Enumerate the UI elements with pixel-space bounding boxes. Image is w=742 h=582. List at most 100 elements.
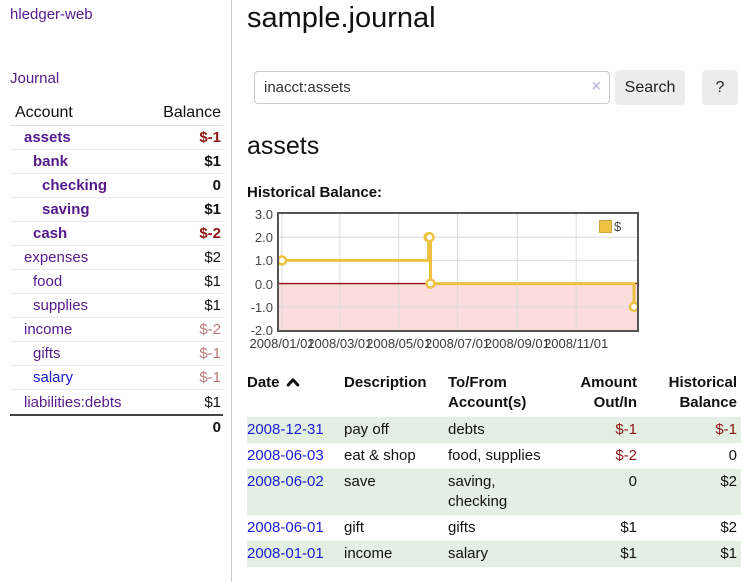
transaction-amount: 0 bbox=[628, 473, 637, 490]
y-tick-label: -1.0 bbox=[250, 299, 273, 315]
chart-legend: $ bbox=[599, 219, 621, 234]
transaction-description: pay off bbox=[344, 421, 389, 438]
x-tick-label: 2008/09/01 bbox=[484, 336, 550, 351]
legend-label: $ bbox=[614, 219, 622, 234]
account-row-income: income $-2 bbox=[10, 318, 223, 342]
account-row-checking: checking 0 bbox=[10, 174, 223, 198]
register-row: 2008-12-31 pay off debts $-1 $-1 bbox=[247, 417, 741, 443]
search-input[interactable] bbox=[254, 71, 610, 104]
account-column-header: Account bbox=[15, 103, 73, 121]
clear-search-icon[interactable]: × bbox=[591, 78, 601, 95]
account-balance: $1 bbox=[204, 201, 221, 218]
page-title: sample.journal bbox=[247, 2, 436, 34]
transaction-description: income bbox=[344, 545, 393, 562]
account-row-cash: cash $-2 bbox=[10, 222, 223, 246]
sort-ascending-icon bbox=[286, 374, 300, 391]
journal-link[interactable]: Journal bbox=[10, 70, 60, 87]
accounts-column-header: To/From Account(s) bbox=[448, 374, 527, 411]
transaction-description: gift bbox=[344, 519, 365, 536]
transaction-amount: $-2 bbox=[615, 447, 637, 464]
account-link-liabilities-debts[interactable]: liabilities:debts bbox=[24, 393, 122, 411]
x-tick-label: 2008/01/01 bbox=[249, 336, 315, 351]
account-link-supplies[interactable]: supplies bbox=[33, 297, 89, 314]
account-row-assets: assets $-1 bbox=[10, 126, 223, 150]
account-link-expenses[interactable]: expenses bbox=[24, 249, 89, 266]
account-row-salary: salary $-1 bbox=[10, 366, 223, 390]
y-tick-label: 2.0 bbox=[254, 230, 273, 246]
transaction-balance: $1 bbox=[720, 545, 737, 562]
transaction-date-link[interactable]: 2008-06-03 bbox=[247, 447, 324, 464]
accounts-table-header: Account Balance bbox=[10, 100, 223, 126]
account-balance: $-1 bbox=[199, 345, 221, 362]
help-button[interactable]: ? bbox=[702, 70, 738, 105]
register-row: 2008-06-03 eat & shop food, supplies $-2… bbox=[247, 443, 741, 469]
transaction-accounts: debts bbox=[448, 421, 485, 438]
search-box: × bbox=[254, 71, 610, 104]
account-link-assets[interactable]: assets bbox=[24, 129, 71, 146]
account-balance: $1 bbox=[204, 393, 221, 411]
x-tick-label: 2008/07/01 bbox=[424, 336, 491, 351]
x-tick-label: 2008/05/01 bbox=[366, 336, 432, 351]
register-table: Date Description To/From Account(s) Amou… bbox=[247, 371, 741, 567]
date-column-header: Date bbox=[247, 371, 344, 417]
account-row-food: food $1 bbox=[10, 270, 223, 294]
account-row-supplies: supplies $1 bbox=[10, 294, 223, 318]
account-link-bank[interactable]: bank bbox=[33, 153, 69, 170]
transaction-description: eat & shop bbox=[344, 447, 416, 464]
y-tick-label: 3.0 bbox=[254, 207, 273, 222]
account-link-saving[interactable]: saving bbox=[42, 201, 90, 218]
account-heading: assets bbox=[247, 132, 320, 160]
account-balance: $1 bbox=[204, 297, 221, 314]
account-link-cash[interactable]: cash bbox=[33, 225, 68, 242]
transaction-date-link[interactable]: 2008-01-01 bbox=[247, 545, 324, 562]
balance-column-header: Historical Balance bbox=[668, 374, 737, 411]
account-balance: $-1 bbox=[199, 369, 221, 386]
balance-chart-plot bbox=[276, 212, 640, 332]
transaction-balance: $-1 bbox=[715, 421, 737, 438]
account-row-saving: saving $1 bbox=[10, 198, 223, 222]
search-button[interactable]: Search bbox=[615, 70, 685, 105]
transaction-date-link[interactable]: 2008-12-31 bbox=[247, 421, 324, 438]
historical-balance-label: Historical Balance: bbox=[247, 184, 383, 201]
sidebar: hledger-web Journal Account Balance asse… bbox=[0, 0, 232, 582]
transaction-accounts: salary bbox=[448, 545, 489, 562]
transaction-amount: $1 bbox=[620, 519, 637, 536]
register-header-row: Date Description To/From Account(s) Amou… bbox=[247, 371, 741, 417]
account-link-income[interactable]: income bbox=[24, 321, 73, 338]
account-balance: $-2 bbox=[199, 225, 221, 242]
transaction-date-link[interactable]: 2008-06-02 bbox=[247, 473, 324, 490]
y-tick-label: 0.0 bbox=[254, 276, 273, 292]
account-row-liabilities-debts: liabilities:debts $1 bbox=[10, 390, 223, 414]
app-title-link[interactable]: hledger-web bbox=[10, 6, 93, 23]
transaction-accounts: food, supplies bbox=[448, 447, 541, 464]
account-link-food[interactable]: food bbox=[33, 273, 63, 290]
transaction-description: save bbox=[344, 473, 376, 490]
transaction-balance: $2 bbox=[720, 519, 737, 536]
balance-column-header: Balance bbox=[163, 103, 221, 121]
transaction-balance: 0 bbox=[728, 447, 737, 464]
transaction-date-link[interactable]: 2008-06-01 bbox=[247, 519, 324, 536]
amount-column-header: Amount Out/In bbox=[580, 374, 637, 411]
balance-chart: 3.0 2.0 1.0 0.0 -1.0 -2.0 2008/01/01 2008/03/0… bbox=[247, 208, 742, 354]
search-form: × Search ? bbox=[254, 70, 742, 105]
account-row-bank: bank $1 bbox=[10, 150, 223, 174]
account-balance: $-2 bbox=[199, 321, 221, 338]
account-balance: 0 bbox=[212, 177, 221, 194]
y-tick-label: -2.0 bbox=[250, 323, 273, 338]
accounts-total-value: 0 bbox=[212, 418, 221, 436]
dollar-series-swatch-icon bbox=[599, 220, 612, 233]
account-balance: $-1 bbox=[199, 129, 221, 146]
transaction-accounts: gifts bbox=[448, 519, 476, 536]
account-balance: $1 bbox=[204, 153, 221, 170]
account-row-gifts: gifts $-1 bbox=[10, 342, 223, 366]
transaction-amount: $-1 bbox=[615, 421, 637, 438]
description-column-header: Description bbox=[344, 374, 427, 391]
balance-line-chart bbox=[276, 214, 640, 330]
account-link-gifts[interactable]: gifts bbox=[33, 345, 61, 362]
account-row-expenses: expenses $2 bbox=[10, 246, 223, 270]
register-row: 2008-01-01 income salary $1 $1 bbox=[247, 541, 741, 567]
account-link-checking[interactable]: checking bbox=[42, 177, 108, 194]
account-link-salary[interactable]: salary bbox=[33, 369, 74, 386]
register-row: 2008-06-02 save saving, checking 0 $2 bbox=[247, 469, 741, 515]
